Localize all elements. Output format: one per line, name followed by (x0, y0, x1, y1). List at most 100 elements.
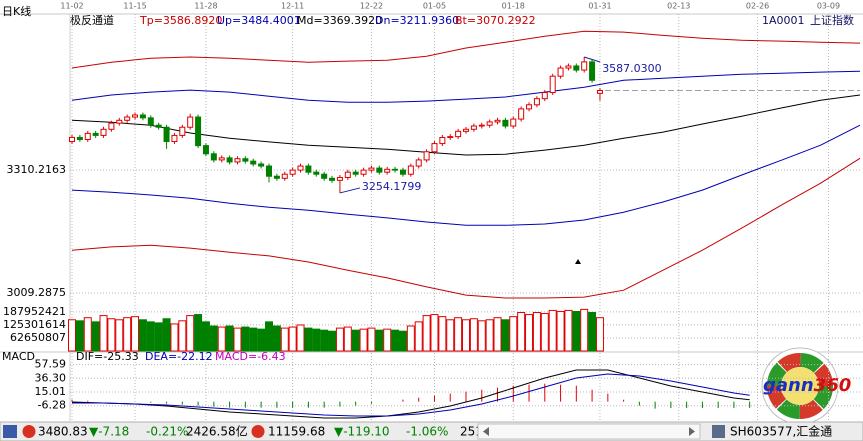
macd-line (72, 373, 750, 417)
candle-body (313, 171, 320, 175)
candle-body (100, 128, 107, 136)
volume-bar (320, 329, 329, 352)
volume-bar (564, 309, 573, 352)
date-label: 01-18 (502, 2, 525, 11)
volume-bar (83, 317, 92, 352)
y-tick-label: 57.59 (35, 358, 67, 371)
volume-bar (75, 320, 84, 352)
candle-body (76, 136, 83, 140)
volume-bar (123, 317, 132, 352)
legend-entry: Up=3484.4001 (217, 14, 301, 27)
index-change: ▼-119.10 (334, 425, 390, 439)
volume-bar (595, 317, 604, 352)
volume-bar (257, 328, 266, 352)
candle-body (179, 126, 186, 136)
band-line (71, 94, 861, 156)
candle-body (242, 158, 249, 162)
date-label: 03-09 (817, 2, 840, 11)
candle-body (573, 65, 580, 71)
volume-bar (540, 313, 549, 352)
candle-body (392, 168, 399, 171)
status-icon[interactable] (712, 425, 725, 438)
candle-body (202, 145, 209, 155)
band-line (71, 124, 861, 226)
date-label: 02-13 (667, 2, 690, 11)
candle-body (92, 132, 99, 136)
index-value: 11159.68 (268, 425, 325, 439)
candle-body (344, 171, 351, 178)
volume-bar (501, 319, 510, 352)
candle-body (273, 175, 280, 179)
candle-body (455, 130, 462, 138)
scroll-right[interactable] (689, 427, 695, 436)
volume-bar (398, 330, 407, 352)
logo-center (781, 367, 819, 405)
legend-entry: MACD=-6.43 (215, 350, 286, 363)
candle-body (281, 173, 288, 179)
candle-body (541, 92, 548, 100)
candle-body (478, 124, 485, 127)
volume-bar (493, 317, 502, 352)
volume-bar (194, 314, 203, 352)
scroll-left[interactable] (483, 427, 489, 436)
volume-bar (438, 316, 447, 352)
candle-body (376, 167, 383, 173)
candle-body (171, 134, 178, 143)
date-label: 02-26 (746, 2, 769, 11)
candle-body (195, 116, 202, 147)
index-pct: -0.21% (146, 425, 188, 439)
candle-body (297, 165, 304, 171)
candle-body (407, 165, 414, 175)
status-icon[interactable] (22, 425, 36, 438)
candle-body (124, 116, 131, 121)
date-label: 11-28 (194, 2, 217, 11)
volume-bar (414, 321, 423, 352)
volume-bar (335, 327, 344, 352)
index-amount: 2426.58亿 (186, 424, 248, 439)
candle-body (494, 119, 501, 123)
candle-body (108, 122, 115, 130)
volume-bar (430, 314, 439, 352)
candle-body (234, 158, 241, 163)
volume-bar (209, 325, 218, 352)
date-label: 01-31 (588, 2, 611, 11)
status-icon[interactable] (251, 425, 265, 438)
candle-body (502, 119, 509, 127)
volume-bar (91, 321, 100, 352)
volume-bar (469, 318, 478, 352)
status-bar: 3480.83 ▼-7.18 -0.21% 2426.58亿 11159.68 … (0, 421, 863, 441)
volume-bar (517, 311, 526, 352)
chart-title: 日K线 (2, 4, 31, 18)
status-icon[interactable] (3, 425, 17, 438)
volume-bar (532, 311, 541, 352)
candle-body (336, 176, 343, 181)
legend-entry: Bt=3070.2922 (455, 14, 536, 27)
candle-body (470, 125, 477, 130)
candle-body (289, 169, 296, 175)
volume-bar (375, 329, 384, 352)
candle-body (399, 169, 406, 175)
volume-bar (367, 327, 376, 352)
volume-bar (131, 316, 140, 352)
candle-body (526, 104, 533, 110)
volume-bar (138, 319, 147, 352)
logo-text: gann360 (763, 375, 851, 396)
index-pct: -1.06% (406, 425, 448, 439)
instrument-name: 上证指数 (810, 13, 854, 27)
candle-body (266, 165, 272, 177)
band-line (71, 30, 861, 69)
scrollbar[interactable] (477, 423, 701, 440)
volume-bar (462, 319, 470, 352)
y-tick-label: 125301614 (3, 318, 66, 331)
volume-bar (588, 311, 597, 352)
date-label: 12-22 (360, 2, 383, 11)
logo-number: 360 (814, 375, 852, 396)
candle-body (431, 143, 438, 153)
candle-body (187, 116, 194, 128)
watermark: gann360 (761, 347, 851, 425)
volume-bar (146, 321, 155, 352)
candle-body (305, 165, 312, 173)
candle-body (147, 117, 154, 126)
volume-bar (225, 325, 234, 352)
